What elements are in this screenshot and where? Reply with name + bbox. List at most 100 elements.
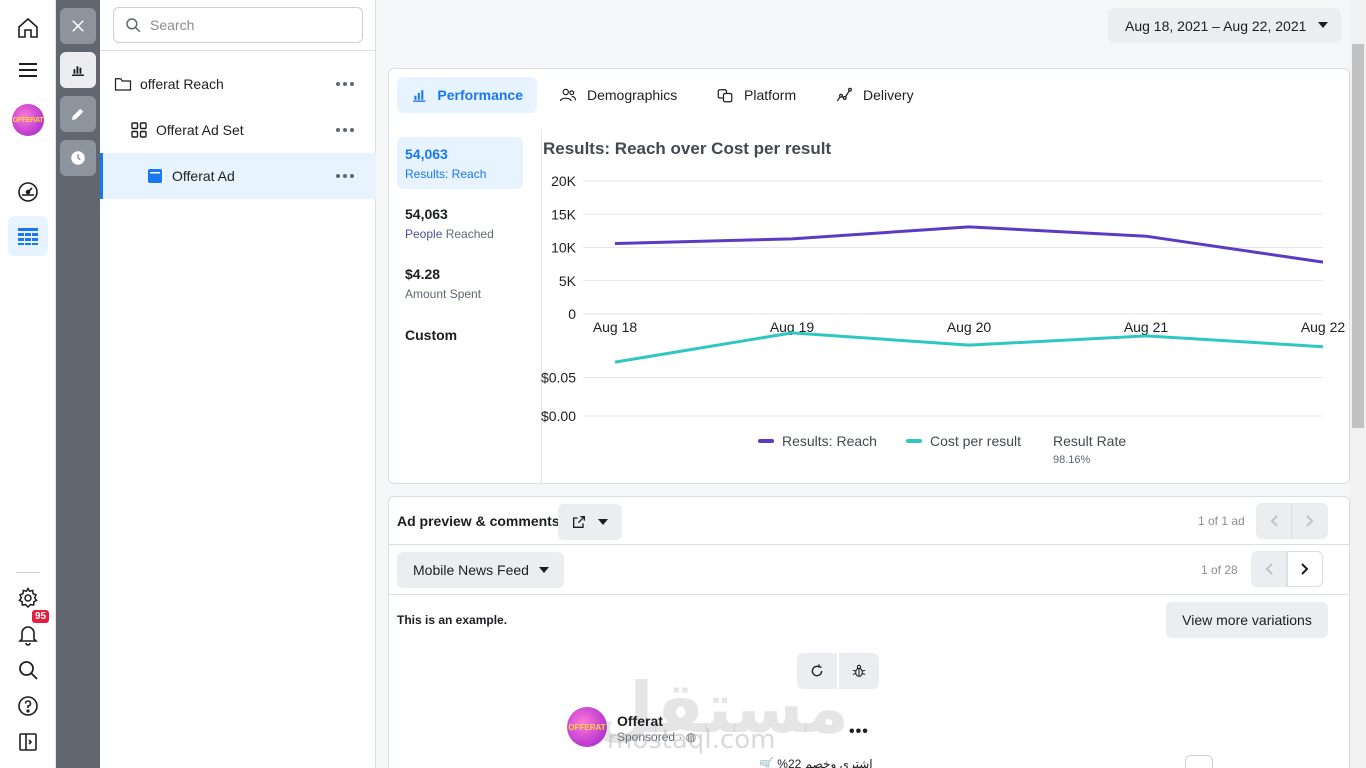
metric-amount-spent[interactable]: $4.28 Amount Spent — [397, 257, 523, 309]
platform-icon — [717, 89, 733, 103]
x-tick-label: Aug 19 — [770, 319, 815, 335]
prev-placement-button[interactable] — [1251, 551, 1287, 587]
chevron-down-icon — [539, 567, 549, 573]
bell-icon[interactable]: 95 — [8, 610, 50, 654]
date-range-picker[interactable]: Aug 18, 2021 – Aug 22, 2021 — [1108, 8, 1341, 43]
folder-icon — [114, 75, 132, 93]
ad-preview-card: Ad preview & comments 1 of 1 ad Mobile N… — [388, 496, 1350, 768]
metric-results-reach[interactable]: 54,063 Results: Reach — [397, 137, 523, 189]
sidebar-toggle-icon[interactable] — [8, 722, 48, 762]
tab-label: Demographics — [587, 87, 678, 103]
tree-item-label: offerat Reach — [140, 76, 224, 92]
tab-demographics[interactable]: Demographics — [545, 77, 691, 113]
chevron-right-icon — [1301, 563, 1309, 575]
tab-performance[interactable]: Performance — [397, 77, 537, 113]
y-tick-label: 5K — [559, 273, 577, 289]
open-preview-button[interactable] — [558, 504, 622, 540]
tree-item-adset[interactable]: Offerat Ad Set — [100, 107, 376, 153]
chevron-right-icon — [1306, 515, 1314, 527]
more-options-icon[interactable] — [334, 76, 356, 92]
preview-header: Ad preview & comments 1 of 1 ad — [389, 497, 1349, 545]
metric-custom[interactable]: Custom — [397, 318, 523, 370]
tab-label: Platform — [744, 87, 797, 103]
tab-platform[interactable]: Platform — [702, 77, 810, 113]
metrics-divider — [541, 129, 542, 485]
more-options-icon[interactable] — [334, 168, 356, 184]
result-rate: Result Rate 98.16% — [1053, 433, 1126, 466]
legend-label: Cost per result — [930, 433, 1022, 449]
legend-cost[interactable]: Cost per result — [906, 433, 1021, 449]
gear-icon[interactable] — [8, 578, 48, 618]
ad-icon — [146, 167, 164, 185]
menu-icon[interactable] — [8, 50, 48, 90]
help-icon[interactable] — [8, 686, 48, 726]
ad-pager-text: 1 of 1 ad — [1198, 514, 1245, 528]
metric-value: Custom — [405, 327, 458, 343]
bug-icon — [852, 664, 866, 677]
grid-icon — [130, 121, 148, 139]
clock-icon[interactable] — [60, 140, 96, 176]
y-tick-label: 20K — [551, 173, 577, 189]
pencil-icon[interactable] — [60, 96, 96, 132]
x-tick-label: Aug 22 — [1301, 319, 1346, 335]
page-name[interactable]: Offerat — [617, 713, 663, 729]
view-more-variations-button[interactable]: View more variations — [1166, 602, 1328, 638]
y-tick-label: $0.00 — [541, 408, 576, 424]
placement-label: Mobile News Feed — [413, 562, 529, 578]
sponsored-label: Sponsored · ◍ — [617, 730, 696, 744]
metric-label-part: People — [405, 227, 443, 241]
watermark-url: mostaql.com — [607, 725, 776, 755]
next-ad-button[interactable] — [1292, 503, 1328, 539]
people-icon — [559, 88, 577, 102]
result-rate-label: Result Rate — [1053, 433, 1127, 449]
prev-ad-button[interactable] — [1256, 503, 1292, 539]
bar-chart-icon[interactable] — [60, 52, 96, 88]
search-icon[interactable] — [8, 650, 48, 690]
tree-search[interactable] — [113, 7, 363, 43]
reach-series-line — [614, 225, 1324, 264]
next-placement-button[interactable] — [1287, 551, 1323, 587]
legend-swatch — [906, 439, 922, 443]
insights-card: Performance Demographics Platform Delive… — [388, 68, 1350, 485]
tool-rail — [56, 0, 100, 768]
metric-people-reached[interactable]: 54,063 People Reached — [397, 197, 523, 249]
scrollbar-thumb[interactable] — [1352, 44, 1364, 428]
metric-value: 54,063 — [405, 146, 448, 162]
chevron-left-icon — [1265, 563, 1273, 575]
account-avatar[interactable]: OFFERAT — [8, 100, 48, 140]
tree-item-campaign[interactable]: offerat Reach — [100, 61, 376, 107]
close-icon[interactable] — [60, 8, 96, 44]
tree-item-ad[interactable]: Offerat Ad — [100, 153, 376, 199]
search-input[interactable] — [150, 17, 340, 33]
chevron-left-icon — [1270, 515, 1278, 527]
placement-dropdown[interactable]: Mobile News Feed — [397, 552, 564, 588]
bar-chart-icon — [413, 90, 426, 102]
more-options-icon[interactable] — [334, 122, 356, 138]
table-icon[interactable] — [8, 216, 48, 256]
tree-item-label: Offerat Ad — [172, 168, 235, 184]
sponsored-text: Sponsored · — [617, 730, 686, 744]
dashboard-gauge-icon[interactable] — [8, 172, 48, 212]
refresh-button[interactable] — [797, 653, 837, 689]
metric-value: $4.28 — [405, 266, 441, 282]
legend-reach[interactable]: Results: Reach — [758, 433, 877, 449]
y-tick-label: 15K — [551, 206, 577, 222]
post-options-icon[interactable]: ••• — [849, 723, 869, 740]
tree-item-label: Offerat Ad Set — [156, 122, 244, 138]
post-checkbox[interactable] — [1185, 755, 1213, 768]
example-note: This is an example. — [397, 613, 508, 627]
tab-delivery[interactable]: Delivery — [821, 77, 928, 113]
legend-label: Results: Reach — [782, 433, 877, 449]
metric-label: Amount Spent — [405, 287, 482, 301]
home-icon[interactable] — [8, 8, 48, 48]
report-bug-button[interactable] — [839, 653, 879, 689]
chevron-down-icon — [598, 519, 608, 525]
metric-label-part: Reached — [442, 227, 494, 241]
globe-icon: ◍ — [685, 730, 697, 744]
y-tick-label: 0 — [568, 306, 576, 322]
scrollbar[interactable] — [1350, 0, 1366, 768]
preview-title: Ad preview & comments — [397, 513, 560, 529]
x-tick-label: Aug 21 — [1124, 319, 1169, 335]
placement-pager-text: 1 of 28 — [1201, 563, 1238, 577]
